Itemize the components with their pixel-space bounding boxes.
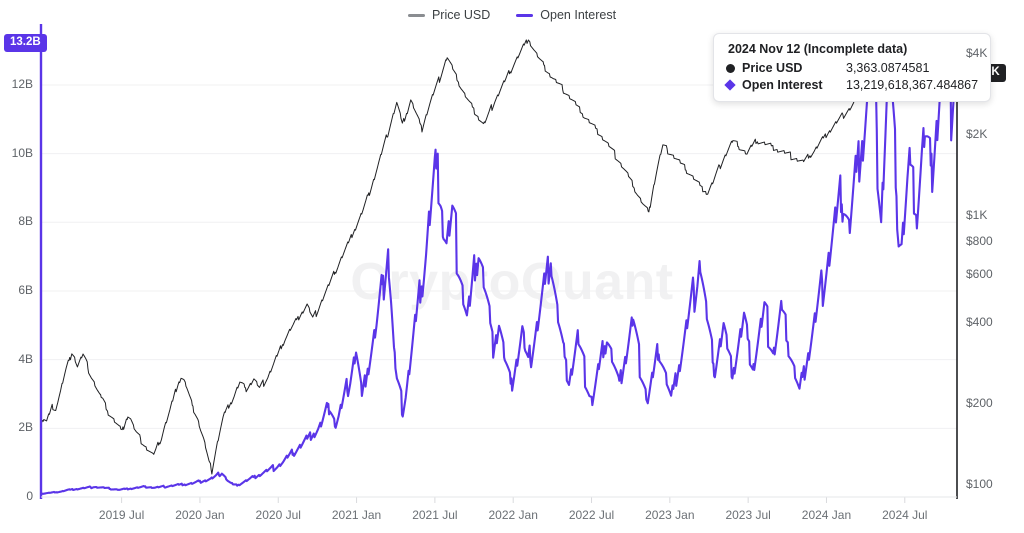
chart-legend: Price USD Open Interest [0,4,1024,26]
left-axis-tick-label: 0 [26,489,33,503]
x-axis-tick-label: 2023 Jul [725,508,771,522]
x-axis-tick-label: 2020 Jan [175,508,225,522]
left-axis-tick-label: 4B [18,351,33,366]
tooltip-row-open-interest: Open Interest 13,219,618,367.484867 [724,78,979,92]
tooltip-title: 2024 Nov 12 (Incomplete data) [728,42,908,56]
line-icon [516,13,534,17]
right-axis-tick-label: $1K [966,207,988,222]
x-axis-tick-label: 2019 Jul [98,508,145,522]
tooltip-name-price-usd: Price USD [742,61,803,75]
x-axis-tick-label: 2022 Jul [568,508,615,522]
legend-label-price-usd: Price USD [431,8,491,22]
left-axis-tick-label: 12B [11,76,33,91]
tooltip-name-open-interest: Open Interest [742,78,823,92]
left-axis-tick-label: 6B [18,282,33,297]
legend-label-open-interest: Open Interest [540,8,617,22]
x-axis-tick-label: 2020 Jul [255,508,301,522]
left-axis-tick-label: 10B [11,145,33,160]
x-axis-tick-label: 2024 Jul [882,508,928,522]
x-axis-tick-label: 2021 Jul [412,508,458,522]
x-axis-tick-label: 2021 Jan [331,508,382,522]
legend-item-price-usd[interactable]: Price USD [407,8,491,22]
x-axis-tick-label: 2022 Jan [488,508,538,522]
right-axis-tick-label: $600 [966,267,993,282]
chart-tooltip: 2024 Nov 12 (Incomplete data) Price USD … [713,33,992,102]
right-axis-tick-label: $4K [966,45,988,60]
right-axis-tick-label: $100 [966,476,993,491]
left-axis-tick-label: 2B [18,420,33,435]
right-axis-tick-label: $800 [966,233,993,248]
left-axis-value-badge: 13.2B [4,33,47,53]
right-axis-tick-label: $200 [966,395,993,410]
series-line-price-usd [40,39,958,475]
tooltip-value-open-interest: 13,219,618,367.484867 [846,78,979,92]
circle-icon [726,63,742,73]
diamond-icon [724,79,742,91]
line-icon [407,13,425,17]
series-line-open-interest [39,42,959,495]
x-axis-tick-label: 2024 Jan [801,508,852,522]
tooltip-row-price-usd: Price USD 3,363.0874581 [726,61,978,75]
tooltip-value-price-usd: 3,363.0874581 [846,61,930,75]
right-axis-tick-label: $2K [966,126,988,141]
legend-item-open-interest[interactable]: Open Interest [516,8,616,22]
x-axis-tick-label: 2023 Jan [645,508,695,522]
left-axis-tick-label: 8B [18,214,33,229]
right-axis-tick-label: $400 [966,314,993,329]
